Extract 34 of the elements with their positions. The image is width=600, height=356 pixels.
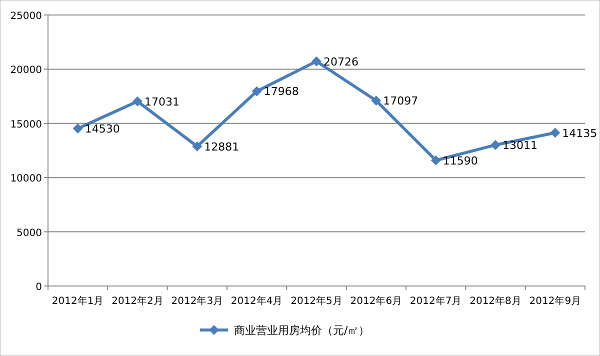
point: [252, 86, 262, 96]
data-label: 20726: [324, 55, 358, 68]
x-tick-label: 2012年3月: [171, 295, 224, 307]
x-tick-label: 2012年5月: [290, 295, 342, 307]
legend-label: 商业营业用房均价（元/㎡）: [234, 324, 370, 337]
point: [490, 140, 500, 150]
y-tick-label: 15000: [10, 119, 42, 130]
data-label: 14530: [84, 122, 120, 136]
data-label: 12881: [204, 140, 240, 154]
point: [550, 128, 560, 138]
y-tick-label: 25000: [10, 11, 42, 22]
point: [72, 123, 83, 134]
x-tick-label: 2012年1月: [52, 295, 104, 307]
data-label: 17968: [264, 85, 299, 98]
x-tick-label: 2012年7月: [410, 295, 462, 307]
point: [192, 141, 202, 152]
x-tick-label: 2012年4月: [230, 295, 283, 307]
data-label: 14135: [562, 126, 598, 140]
data-label: 17031: [144, 95, 180, 108]
point: [132, 96, 142, 106]
point: [371, 96, 382, 106]
data-label: 13011: [502, 138, 538, 152]
y-tick-label: 10000: [10, 174, 42, 185]
x-tick-label: 2012年8月: [470, 295, 522, 307]
x-tick-label: 2012年9月: [529, 295, 582, 307]
point: [312, 56, 322, 66]
x-tick-label: 2012年2月: [112, 295, 164, 307]
y-tick-label: 20000: [10, 65, 42, 76]
point: [430, 155, 441, 166]
y-tick-label: 0: [36, 282, 42, 293]
y-tick-label: 5000: [16, 228, 42, 239]
data-label: 11590: [442, 154, 478, 168]
data-label: 17097: [383, 94, 418, 108]
x-tick-label: 2012年6月: [350, 295, 402, 307]
